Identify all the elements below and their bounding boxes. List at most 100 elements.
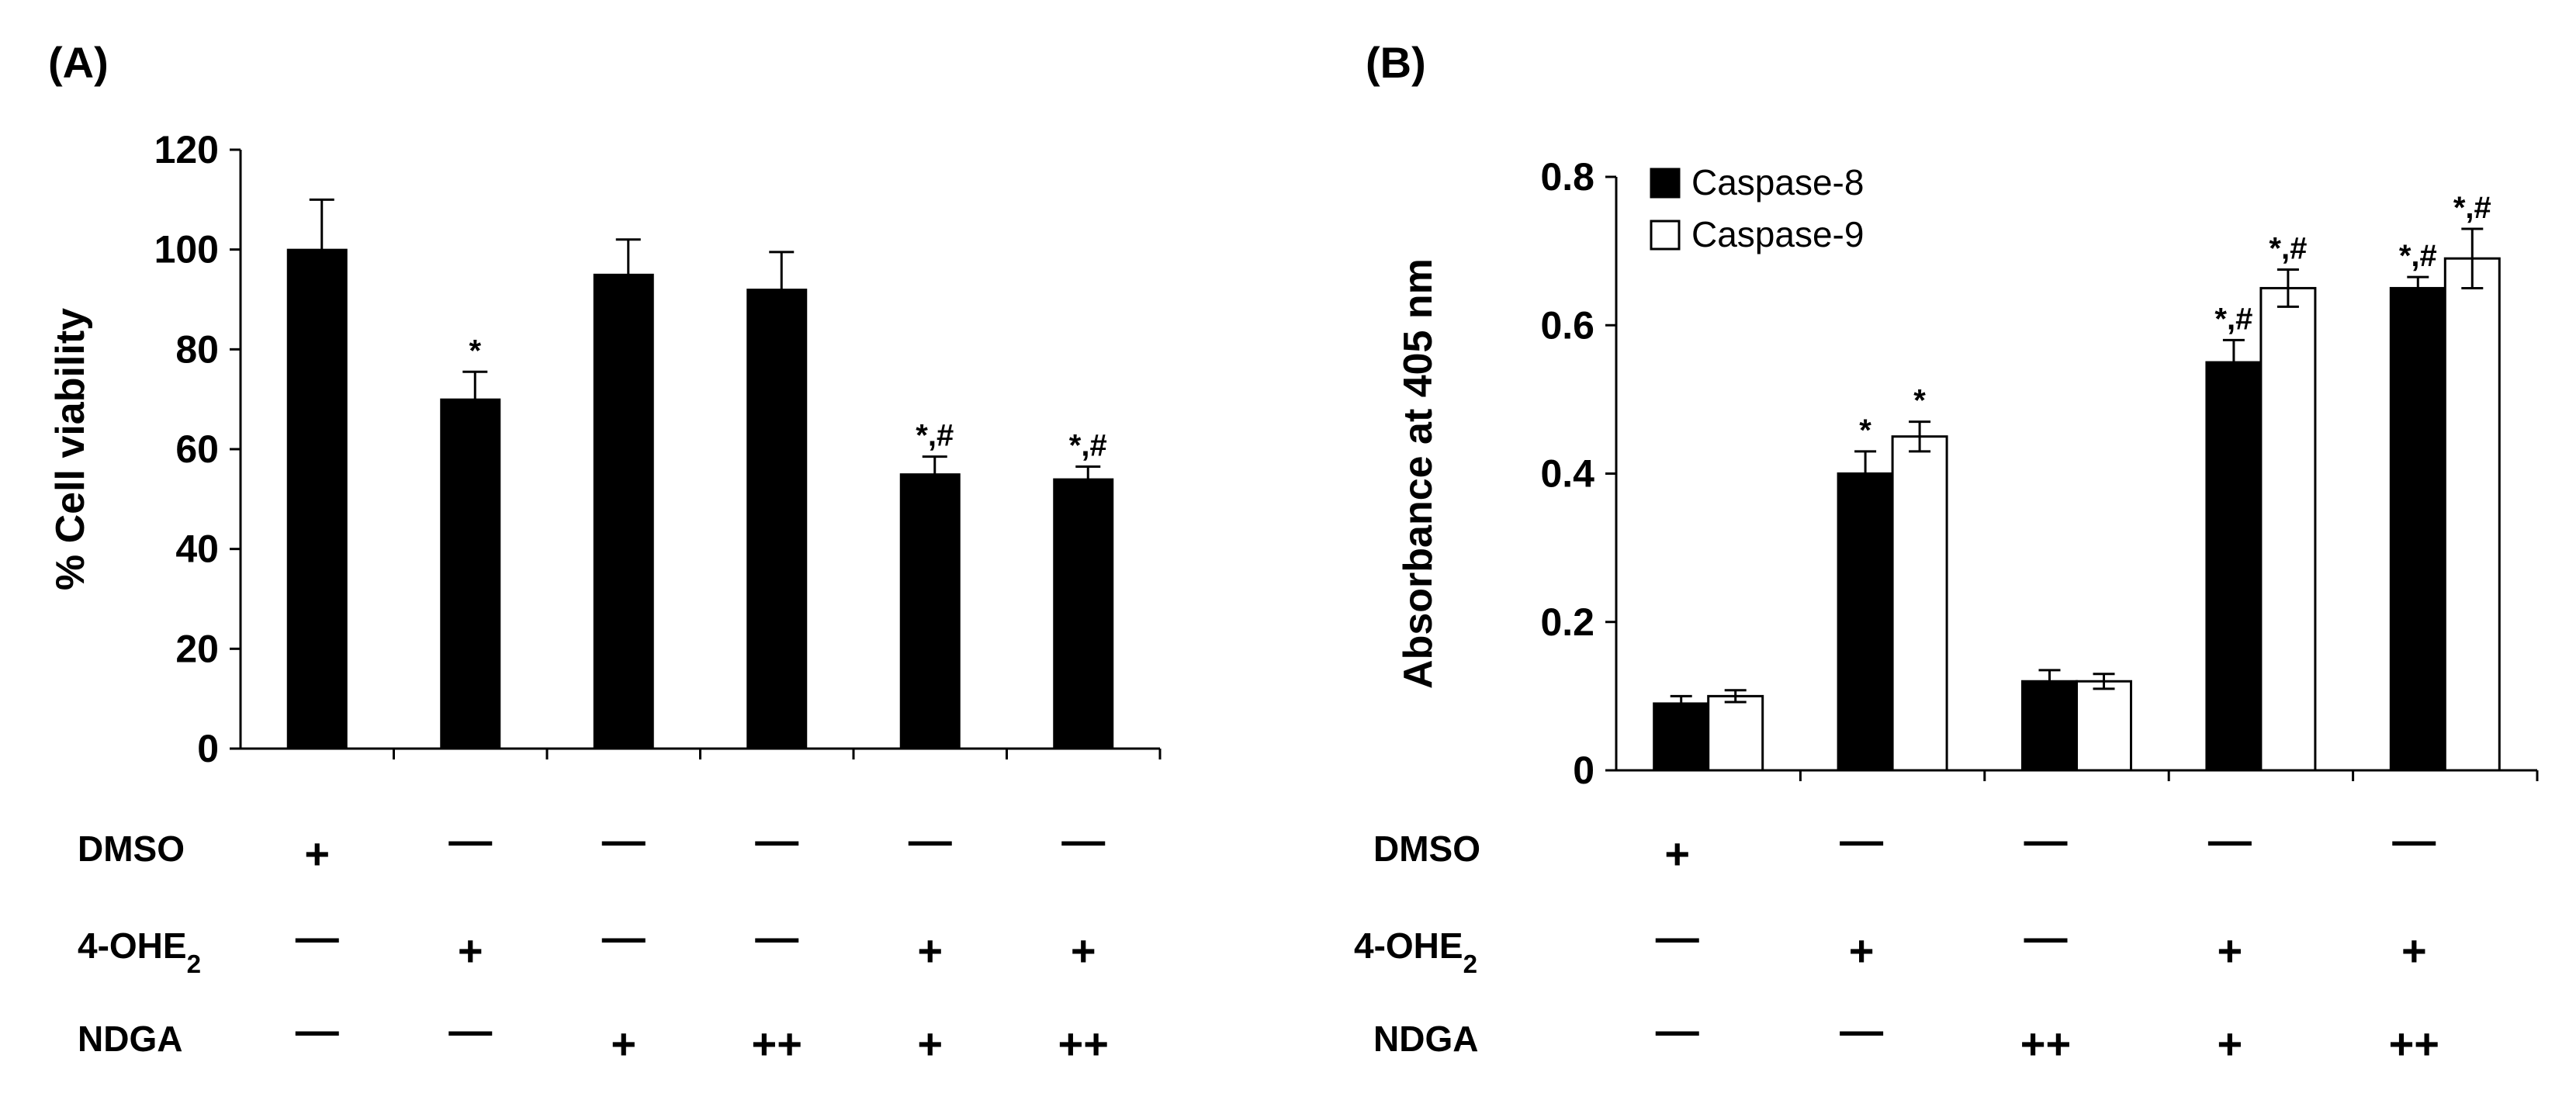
panel-b-condition-mark: + (2218, 926, 2243, 975)
panel-a-condition-mark: — (296, 912, 339, 961)
panel-b-y-tick-label: 0.6 (1540, 303, 1594, 347)
panel-b-condition-mark: ++ (2389, 1019, 2439, 1068)
panel-a-condition-mark: — (296, 1005, 339, 1054)
panel-b-significance-label: * (1859, 413, 1871, 448)
panel-b-significance-label: *,# (2214, 302, 2252, 336)
panel-a-condition-mark: + (458, 926, 483, 975)
panel-b-condition-mark: — (1840, 815, 1883, 864)
panel-a-condition-mark: — (448, 815, 492, 864)
panel-b-condition-mark: ++ (2020, 1019, 2071, 1068)
panel-a-condition-mark: ++ (1058, 1019, 1109, 1068)
panel-b-error-bar (2461, 227, 2484, 289)
panel-a-condition-label: NDGA (78, 1019, 182, 1059)
panel-b-significance-label: *,# (2399, 239, 2437, 273)
panel-a-condition-mark: + (611, 1019, 636, 1068)
panel-b-condition-label: NDGA (1373, 1019, 1478, 1059)
panel-a-condition-mark: ++ (752, 1019, 802, 1068)
panel-b-bar-caspase-9 (1707, 694, 1764, 772)
panel-a-condition-mark: — (448, 1005, 492, 1054)
panel-a-condition-label: 4-OHE2 (78, 925, 201, 979)
panel-a-significance-label: *,# (1069, 429, 1107, 463)
panel-a-error-bar (615, 238, 641, 275)
panel-a-bar (899, 473, 961, 750)
panel-b-condition-mark: — (1656, 1005, 1699, 1054)
panel-a-bar (440, 398, 501, 750)
panel-a-condition-mark: — (602, 912, 646, 961)
panel-b-y-tick-label: 0 (1573, 749, 1594, 792)
panel-a-condition-mark: + (917, 926, 943, 975)
panel-b-label: (B) (1366, 38, 1426, 87)
panel-a-error-bar (769, 251, 795, 290)
panel-a-error-bar (462, 370, 488, 400)
panel-a-error-bar (1075, 465, 1101, 479)
panel-a-condition-mark: + (917, 1019, 943, 1068)
panel-b-error-bar (1854, 450, 1877, 497)
panel-a-bar (1053, 478, 1114, 749)
panel-b-bar-caspase-9 (2259, 286, 2317, 772)
panel-b-y-tick-label: 0.8 (1540, 155, 1594, 199)
panel-b-bar-caspase-9 (1891, 435, 1948, 772)
legend-swatch-caspase-9 (1650, 220, 1681, 251)
panel-a-bar (746, 289, 808, 749)
panel-b-condition-mark: + (2218, 1019, 2243, 1068)
panel-a-bar (593, 273, 654, 750)
panel-b-error-bar (2407, 275, 2429, 301)
panel-b-y-axis-label: Absorbance at 405 nm (1396, 258, 1441, 689)
panel-b-condition-mark: + (2401, 926, 2427, 975)
panel-b-condition-mark: — (2024, 815, 2068, 864)
panel-b-bar-caspase-8 (1653, 702, 1710, 772)
panel-b-condition-mark: — (1656, 912, 1699, 961)
panel-a-condition-mark: — (755, 912, 798, 961)
panel-a-y-tick-label: 80 (175, 327, 219, 371)
panel-b-y-tick-label: 0.4 (1540, 452, 1594, 496)
panel-a-y-tick-label: 100 (154, 228, 219, 272)
panel-a-significance-label: * (469, 334, 481, 368)
panel-b-bar-caspase-9 (2443, 257, 2501, 772)
panel-b-bar-caspase-9 (2076, 680, 2132, 772)
panel-a-condition-mark: — (1061, 815, 1105, 864)
panel-a-condition-mark: — (755, 815, 798, 864)
panel-b-bar-caspase-8 (2205, 361, 2263, 772)
panel-b-condition-mark: — (2208, 815, 2252, 864)
panel-b-condition-label: 4-OHE2 (1354, 925, 1477, 979)
panel-b-condition-mark: — (1840, 1005, 1883, 1054)
panel-b-bar-caspase-8 (1837, 472, 1894, 772)
panel-a-condition-mark: + (1071, 926, 1096, 975)
panel-b-error-bar (2222, 338, 2245, 386)
panel-a-label: (A) (48, 38, 109, 87)
panel-b-significance-label: *,# (2453, 191, 2491, 225)
panel-a-error-bar (309, 198, 334, 250)
panel-a-bar (286, 248, 348, 749)
panel-a-y-tick-label: 0 (197, 727, 219, 770)
panel-b-condition-mark: — (2392, 815, 2436, 864)
panel-a-error-bar (922, 455, 947, 475)
legend-label-caspase-8: Caspase-8 (1691, 162, 1864, 202)
panel-b-condition-mark: + (1849, 926, 1875, 975)
panel-a-y-axis-label: % Cell viability (48, 308, 93, 590)
panel-b-error-bar (2277, 268, 2299, 308)
panel-b-error-bar (1909, 420, 1931, 453)
legend-label-caspase-9: Caspase-9 (1691, 214, 1864, 254)
panel-b-condition-mark: + (1664, 829, 1690, 878)
panel-b-error-bar (2038, 669, 2061, 694)
panel-a-condition-label: DMSO (78, 829, 185, 869)
panel-b-bar-caspase-8 (2021, 680, 2078, 772)
panel-a-significance-label: *,# (916, 419, 954, 453)
panel-b-error-bar (1724, 689, 1747, 704)
panel-b-condition-mark: — (2024, 912, 2068, 961)
panel-a-y-tick-label: 120 (154, 128, 219, 171)
panel-b-significance-label: *,# (2269, 232, 2307, 266)
panel-a-y-tick-label: 40 (175, 528, 219, 571)
panel-b-condition-label: DMSO (1373, 829, 1480, 869)
panel-b-significance-label: * (1913, 384, 1926, 418)
panel-a-condition-mark: — (602, 815, 646, 864)
panel-a-y-tick-label: 20 (175, 627, 219, 670)
panel-a-condition-mark: + (304, 829, 330, 878)
panel-b-error-bar (1670, 694, 1692, 712)
panel-b-error-bar (2093, 673, 2115, 690)
legend-swatch-caspase-8 (1650, 168, 1681, 199)
panel-b-y-tick-label: 0.2 (1540, 600, 1594, 644)
panel-a-condition-mark: — (909, 815, 952, 864)
panel-b-bar-caspase-8 (2389, 286, 2446, 772)
